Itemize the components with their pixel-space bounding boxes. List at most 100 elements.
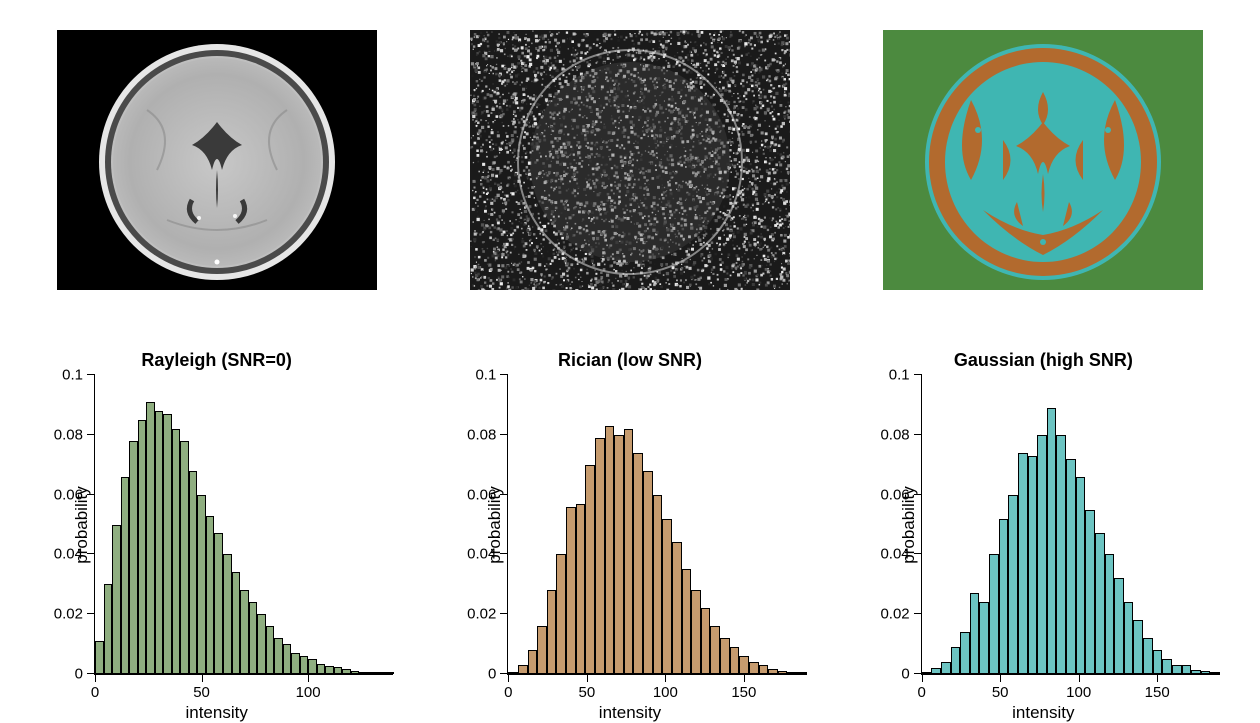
bar: [633, 453, 643, 674]
bar: [556, 554, 566, 674]
bar: [232, 572, 241, 674]
bar: [1037, 435, 1047, 674]
bar: [1076, 477, 1086, 674]
bar: [146, 402, 155, 674]
figure-grid: Rayleigh (SNR=0) probability 00.020.040.…: [0, 0, 1260, 718]
bar: [385, 672, 394, 674]
bar: [941, 662, 951, 674]
bar: [999, 519, 1009, 674]
bar: [643, 471, 653, 674]
bar: [691, 590, 701, 674]
bars: [508, 375, 806, 674]
ytick-label: 0.06: [467, 486, 508, 503]
bar: [768, 669, 778, 674]
bar: [197, 495, 206, 674]
hist-gaussian: Gaussian (high SNR) probability 00.020.0…: [857, 350, 1230, 723]
mri-clean-svg: [57, 30, 377, 290]
bar: [325, 666, 334, 674]
bar: [787, 672, 797, 674]
axes: probability 00.020.040.060.080.105010015…: [921, 375, 1220, 675]
panel-image-clean: [30, 20, 403, 300]
xlabel: intensity: [443, 703, 816, 723]
bar: [1172, 665, 1182, 674]
bar: [1047, 408, 1057, 674]
xtick-label: 50: [992, 674, 1009, 701]
bar: [257, 614, 266, 674]
bar: [1143, 638, 1153, 674]
bar: [778, 671, 788, 674]
bar: [1008, 495, 1018, 674]
xtick-label: 0: [504, 674, 512, 701]
bar: [266, 626, 275, 674]
bar: [518, 665, 528, 674]
bar: [951, 647, 961, 674]
bar: [206, 516, 215, 674]
bar: [180, 441, 189, 674]
ytick-label: 0.02: [880, 606, 921, 623]
bar: [1201, 671, 1211, 674]
bar: [223, 554, 232, 674]
bar: [1105, 554, 1115, 674]
xtick-label: 150: [731, 674, 756, 701]
xtick-label: 150: [1145, 674, 1170, 701]
bar: [104, 584, 113, 674]
ytick-label: 0.04: [54, 546, 95, 563]
bar: [797, 672, 807, 674]
ytick-label: 0.04: [880, 546, 921, 563]
bar: [1182, 665, 1192, 674]
bar: [662, 519, 672, 674]
bar: [342, 669, 351, 674]
bar: [1066, 459, 1076, 674]
ytick-label: 0.1: [62, 367, 95, 384]
bar: [960, 632, 970, 674]
ytick-label: 0.1: [889, 367, 922, 384]
hist-rayleigh: Rayleigh (SNR=0) probability 00.020.040.…: [30, 350, 403, 723]
bar: [274, 638, 283, 674]
xtick-label: 50: [578, 674, 595, 701]
bar: [1191, 670, 1201, 674]
bar: [1162, 659, 1172, 674]
bar: [112, 525, 121, 675]
bar: [377, 672, 386, 674]
ytick-label: 0.06: [880, 486, 921, 503]
bar: [121, 477, 130, 674]
bar: [317, 664, 326, 674]
bar: [739, 656, 749, 674]
bar: [720, 638, 730, 674]
mri-seg-svg: [883, 30, 1203, 290]
bar: [576, 504, 586, 674]
hist-rician: Rician (low SNR) probability 00.020.040.…: [443, 350, 816, 723]
bar: [566, 507, 576, 674]
bar: [334, 667, 343, 674]
bar: [1085, 510, 1095, 674]
bar: [1114, 578, 1124, 674]
xlabel: intensity: [30, 703, 403, 723]
ytick-label: 0.02: [467, 606, 508, 623]
bar: [749, 662, 759, 674]
bar: [240, 590, 249, 674]
bar: [300, 656, 309, 674]
bar: [537, 626, 547, 674]
bar: [1018, 453, 1028, 674]
bar: [931, 668, 941, 674]
xtick-label: 100: [653, 674, 678, 701]
bar: [989, 554, 999, 674]
xtick-label: 0: [917, 674, 925, 701]
xtick-label: 0: [91, 674, 99, 701]
bar: [585, 465, 595, 674]
panel-image-noisy: [443, 20, 816, 300]
bar: [163, 414, 172, 674]
ytick-label: 0.1: [475, 367, 508, 384]
ytick-label: 0.04: [467, 546, 508, 563]
mri-noisy-svg: [470, 30, 790, 290]
bar: [351, 671, 360, 674]
bar: [359, 672, 368, 674]
bar: [129, 441, 138, 674]
bar: [214, 533, 223, 674]
bar: [283, 644, 292, 674]
bar: [528, 650, 538, 674]
bar: [138, 420, 147, 674]
bar: [614, 435, 624, 674]
bar: [710, 626, 720, 674]
ytick-label: 0.08: [880, 426, 921, 443]
